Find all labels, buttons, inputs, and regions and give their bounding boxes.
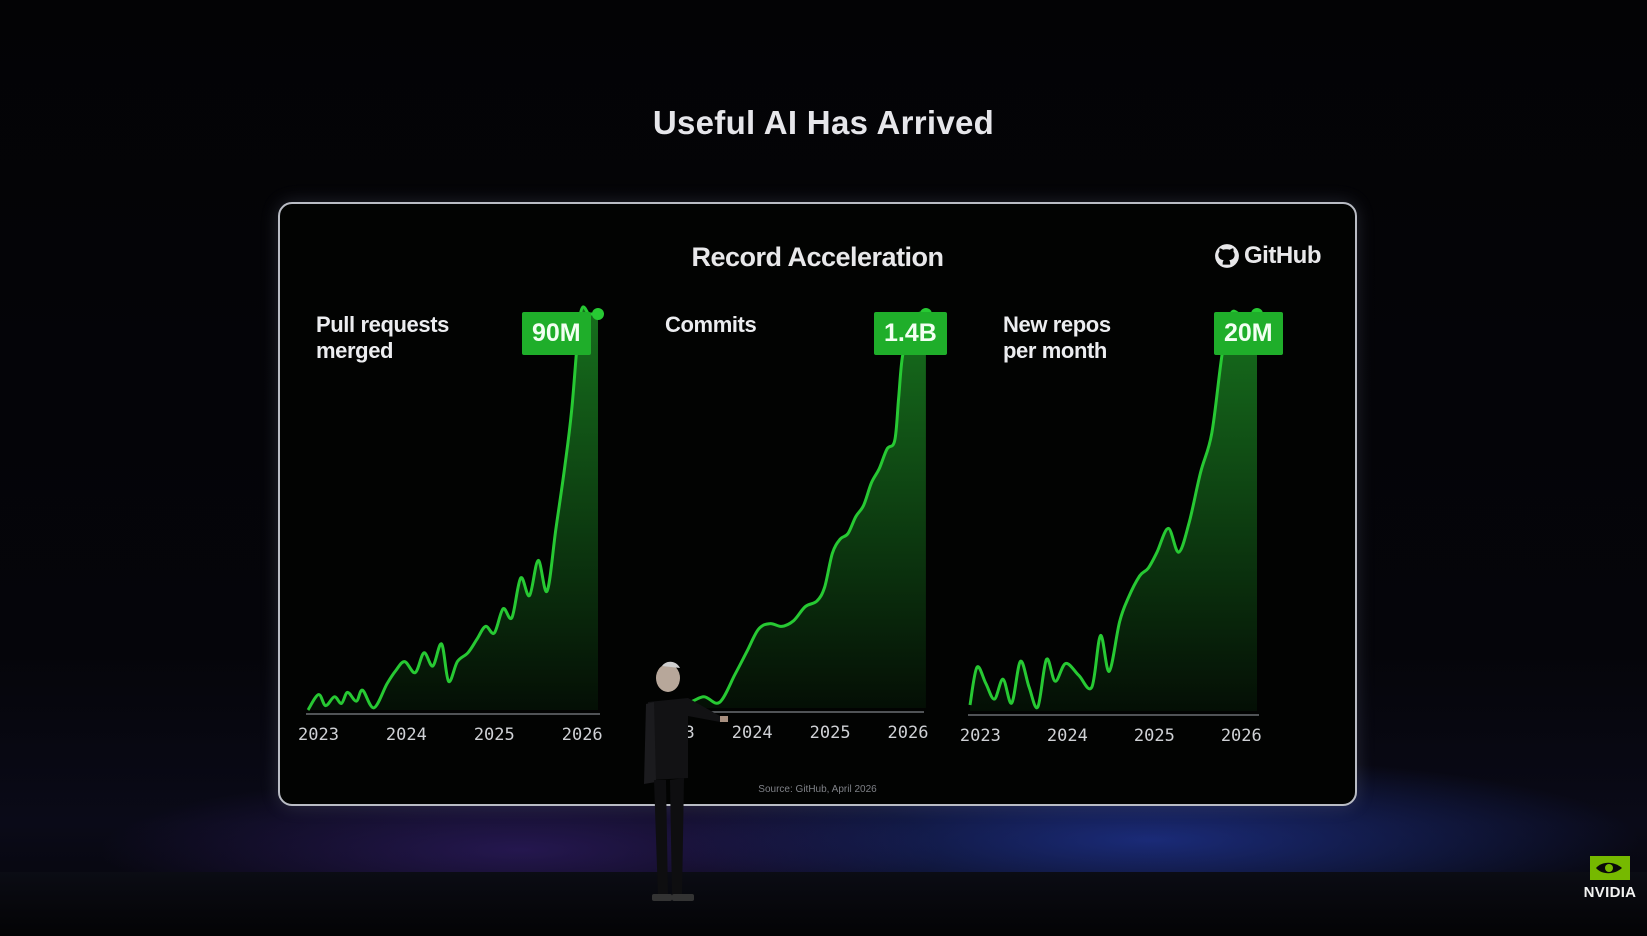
chart-3-area <box>970 311 1257 711</box>
chart-1-x-tick: 2026 <box>562 725 603 745</box>
charts-svg: 2023202420252026202320242025202620232024… <box>298 305 1263 746</box>
chart-1-label-line1: Pull requests <box>316 312 449 337</box>
chart-2-value-badge: 1.4B <box>874 312 947 355</box>
chart-3-x-tick: 2026 <box>1221 726 1262 746</box>
page-title: Useful AI Has Arrived <box>652 104 995 141</box>
chart-1-area <box>308 306 598 710</box>
chart-1-line <box>306 305 598 711</box>
chart-3-line <box>968 309 1257 710</box>
chart-1-end-point <box>592 308 604 320</box>
speaker-figure <box>644 661 728 901</box>
github-icon <box>1215 244 1239 268</box>
chart-3-x-tick: 2024 <box>1047 726 1088 746</box>
nvidia-eye-icon <box>1590 856 1630 880</box>
chart-1-x-tick: 2024 <box>386 725 427 745</box>
chart-2-x-tick: 2024 <box>732 723 773 743</box>
chart-3-x-tick: 2023 <box>960 726 1001 746</box>
chart-3-label: New repos per month <box>1003 312 1163 364</box>
chart-2-label: Commits <box>665 312 825 338</box>
chart-2-line <box>664 311 927 705</box>
chart-1-x-tick: 2025 <box>474 725 515 745</box>
chart-1-value-badge: 90M <box>522 312 591 355</box>
plot-layer: 2023202420252026202320242025202620232024… <box>298 305 1263 746</box>
chart-2-label-line1: Commits <box>665 312 757 337</box>
chart-2-x-tick: 2025 <box>810 723 851 743</box>
chart-1-label-line2: merged <box>316 338 394 363</box>
chart-3-x-tick: 2025 <box>1134 726 1175 746</box>
chart-3-label-line2: per month <box>1003 338 1107 363</box>
chart-2-x-tick: 2026 <box>888 723 929 743</box>
github-brand: GitHub <box>1214 242 1321 270</box>
chart-2-area <box>665 312 926 708</box>
source-note: Source: GitHub, April 2026 <box>758 784 877 795</box>
chart-3-label-line1: New repos <box>1003 312 1111 337</box>
chart-panel: Record Acceleration GitHub 2023 2024 2025 2… <box>278 202 1357 806</box>
stage-floor <box>0 872 1647 936</box>
nvidia-wordmark: NVIDIA <box>1583 884 1637 901</box>
chart-3-value-badge: 20M <box>1214 312 1283 355</box>
chart-1-label: Pull requests merged <box>316 312 476 364</box>
chart-1-x-tick: 2023 <box>298 725 339 745</box>
